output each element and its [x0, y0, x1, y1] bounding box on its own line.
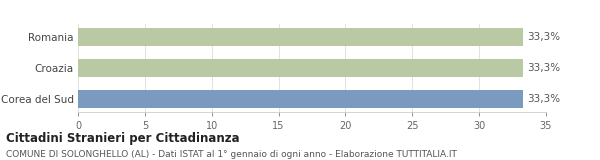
- Bar: [78, 28, 523, 46]
- Text: 33,3%: 33,3%: [527, 63, 560, 73]
- Text: COMUNE DI SOLONGHELLO (AL) - Dati ISTAT al 1° gennaio di ogni anno - Elaborazion: COMUNE DI SOLONGHELLO (AL) - Dati ISTAT …: [6, 150, 457, 159]
- Text: 33,3%: 33,3%: [527, 32, 560, 42]
- Bar: [78, 59, 523, 77]
- Text: 33,3%: 33,3%: [527, 94, 560, 104]
- Text: Cittadini Stranieri per Cittadinanza: Cittadini Stranieri per Cittadinanza: [6, 132, 239, 145]
- Bar: [78, 90, 523, 108]
